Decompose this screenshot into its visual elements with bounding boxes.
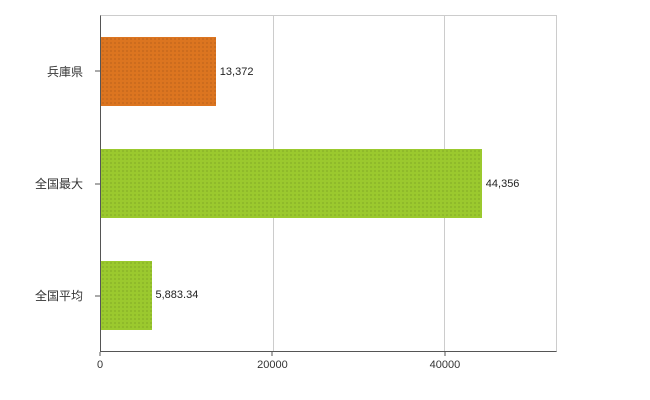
- plot-area: 13,372 44,356 5,883.34: [100, 15, 557, 352]
- bar-value-label: 5,883.34: [155, 289, 199, 302]
- bar-rows: 13,372 44,356 5,883.34: [101, 16, 556, 351]
- y-axis-label: 全国最大: [34, 176, 83, 191]
- bar-row: 44,356: [101, 128, 556, 240]
- bar-row: 5,883.34: [101, 239, 556, 351]
- bar: 44,356: [101, 148, 519, 219]
- y-axis-label: 兵庫県: [46, 64, 83, 79]
- y-axis-tick: [95, 70, 100, 72]
- x-axis-tick: [99, 352, 101, 356]
- x-axis-ticks: [99, 352, 557, 357]
- x-axis-tick-label: 0: [96, 359, 104, 371]
- bar-value-label: 13,372: [219, 65, 254, 78]
- y-axis-labels: 兵庫県 全国最大 全国平均: [0, 15, 90, 352]
- x-axis-tick: [271, 352, 273, 356]
- y-axis-tick: [95, 295, 100, 297]
- bar: 13,372: [101, 37, 253, 107]
- x-axis-tick-label: 40000: [429, 359, 461, 371]
- y-axis-ticks: [95, 15, 100, 352]
- y-axis-label: 全国平均: [34, 289, 83, 304]
- y-axis-tick: [95, 183, 100, 184]
- x-axis-tick-label: 20000: [257, 359, 288, 371]
- bar: 5,883.34: [101, 260, 198, 330]
- bar-value-label: 44,356: [485, 177, 520, 190]
- x-axis-labels: 0 20000 40000: [96, 359, 557, 375]
- x-axis-tick: [444, 352, 446, 356]
- bar-row: 13,372: [101, 16, 556, 128]
